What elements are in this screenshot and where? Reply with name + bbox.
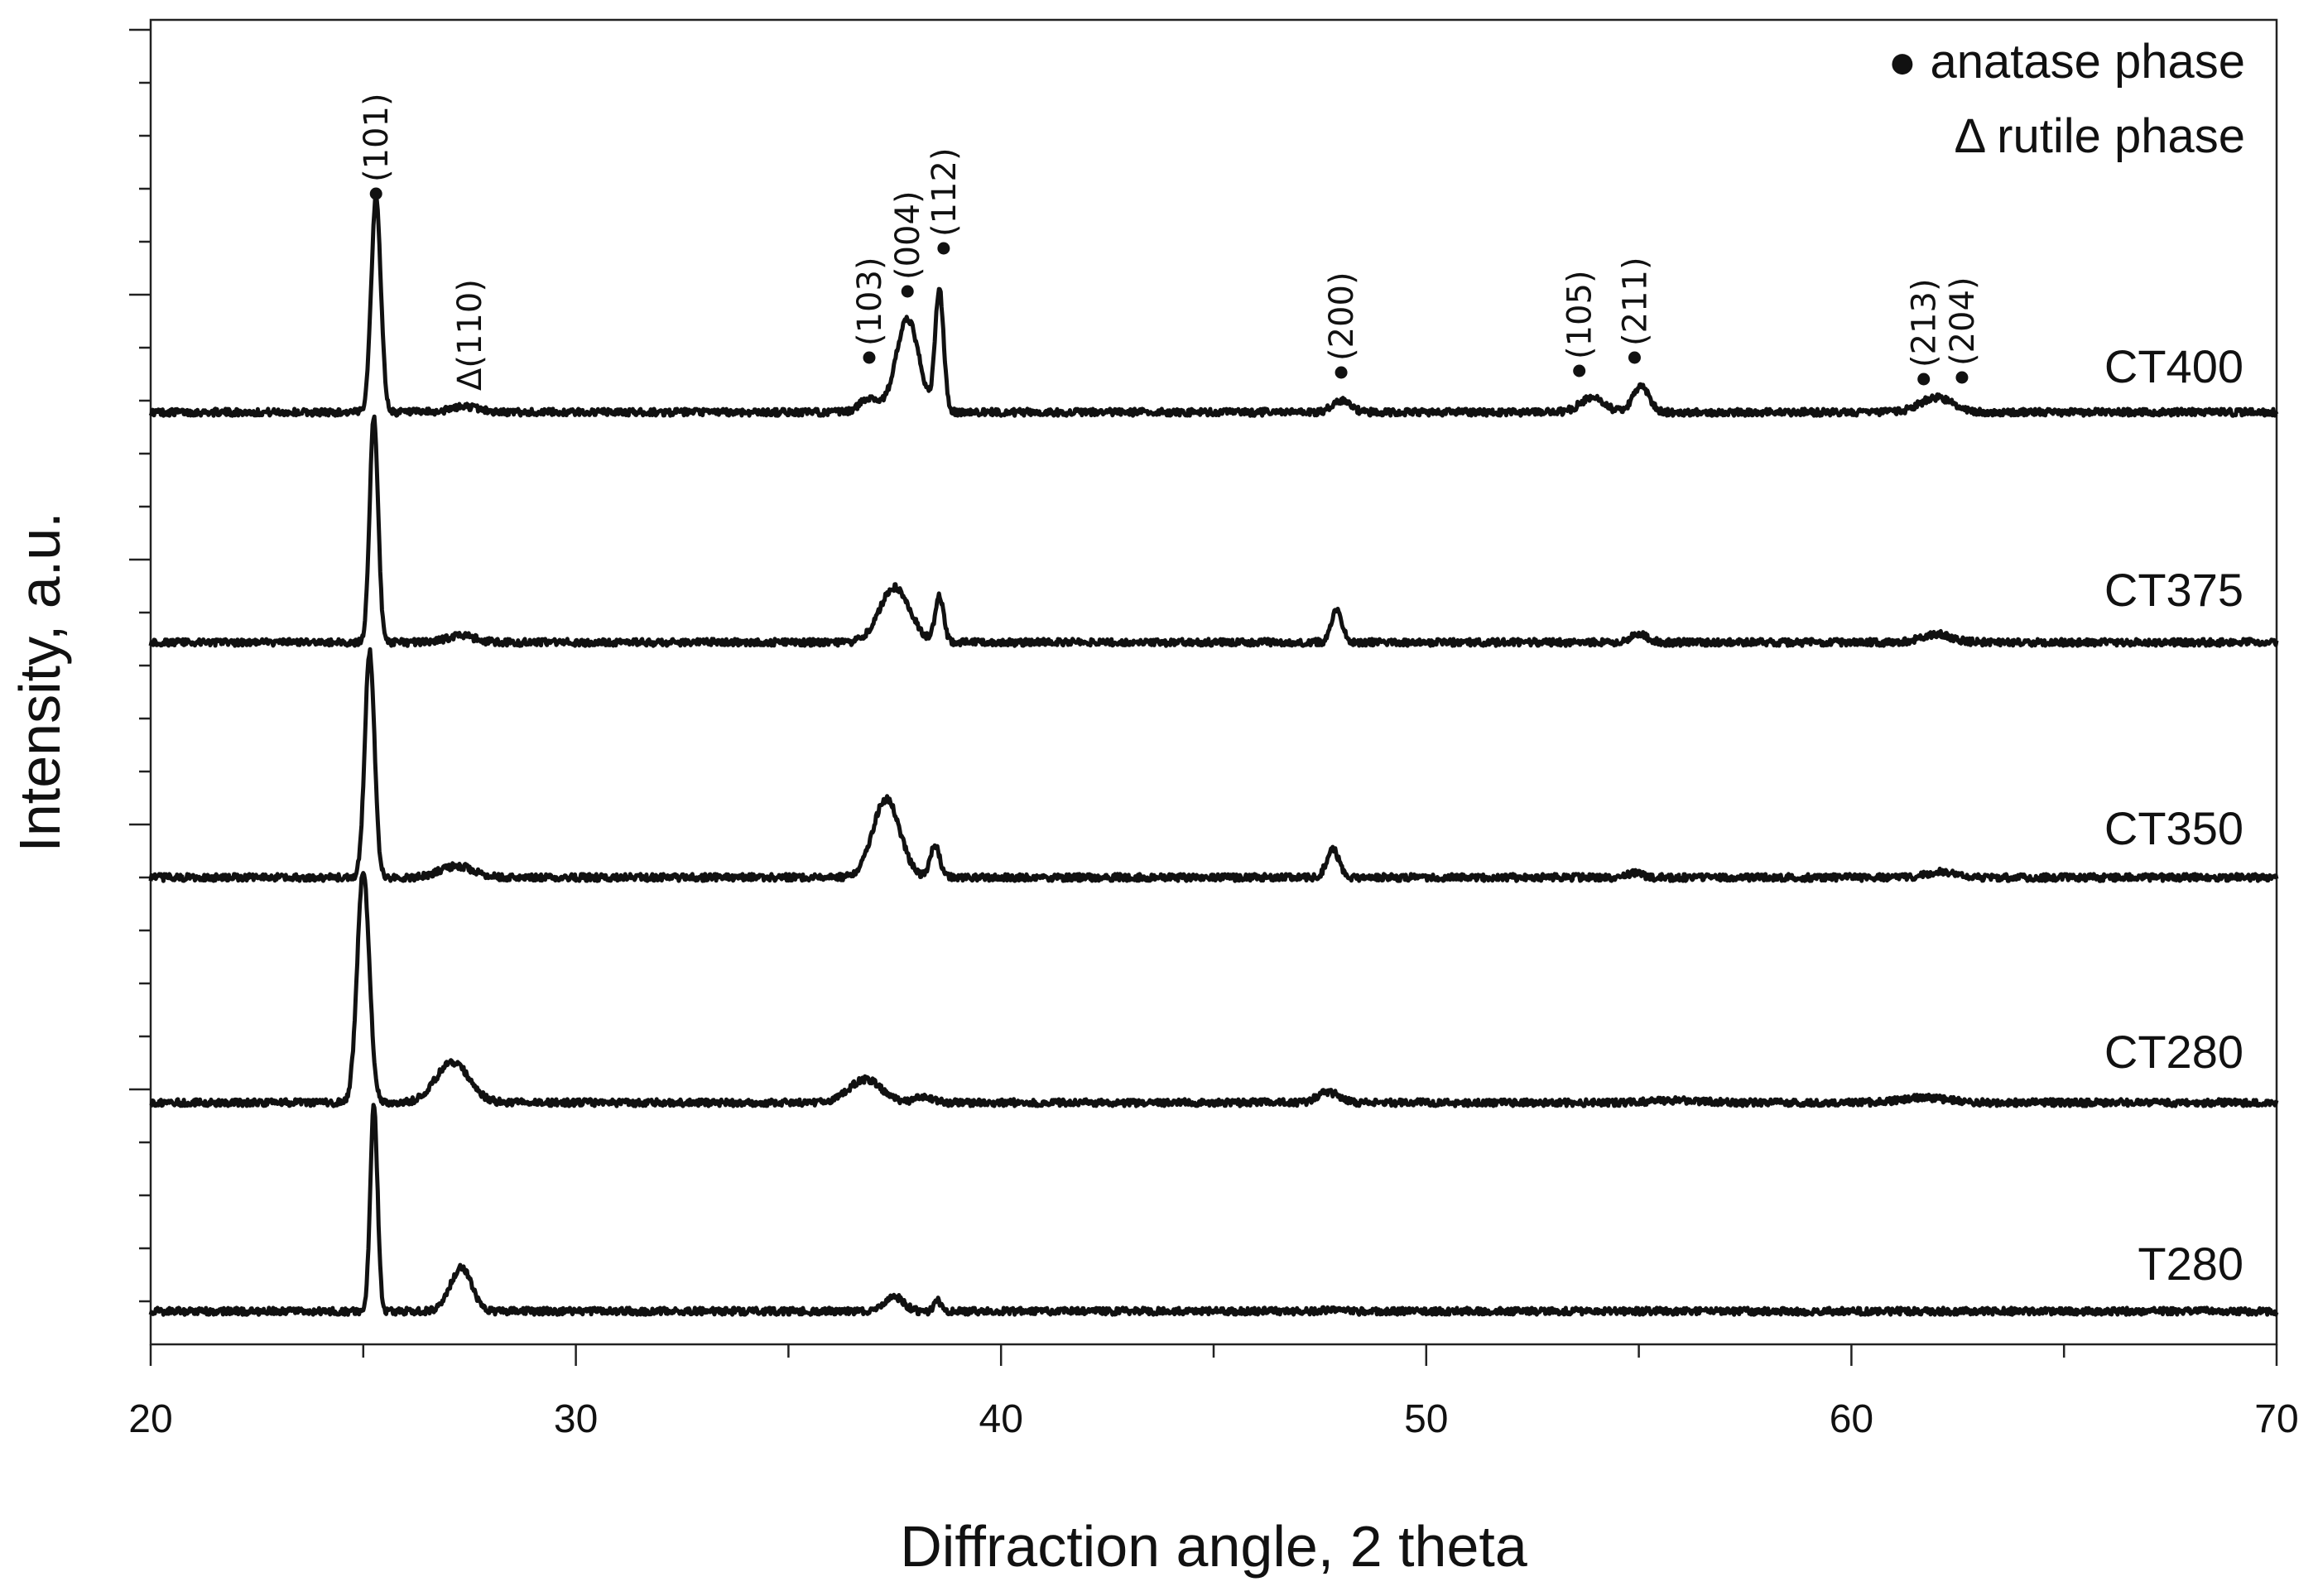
trace-ct350 bbox=[148, 647, 2279, 883]
series-label-ct375: CT375 bbox=[2104, 564, 2243, 616]
x-tick-label-40: 40 bbox=[979, 1397, 1023, 1441]
peak-label-112: (112) bbox=[926, 147, 964, 237]
x-axis-title: Diffraction angle, 2 theta bbox=[900, 1514, 1527, 1579]
legend-anatase: ● anatase phase bbox=[1888, 35, 2245, 89]
series-traces bbox=[148, 194, 2279, 1317]
anatase-marker-004 bbox=[901, 285, 914, 298]
series-label-ct280: CT280 bbox=[2104, 1026, 2243, 1078]
trace-ct400 bbox=[148, 194, 2279, 418]
peak-label-211: (211) bbox=[1616, 257, 1654, 346]
x-tick-label-30: 30 bbox=[554, 1397, 598, 1441]
peak-label-110: Δ(110) bbox=[451, 279, 489, 391]
peak-label-004: (004) bbox=[889, 190, 927, 280]
y-axis-title: Intensity, a.u. bbox=[7, 512, 72, 852]
y-axis-ticks bbox=[129, 28, 151, 1303]
legend-rutile: Δ rutile phase bbox=[1954, 109, 2245, 163]
peak-label-200: (200) bbox=[1323, 272, 1361, 361]
anatase-marker-211 bbox=[1628, 351, 1641, 364]
anatase-marker-105 bbox=[1573, 364, 1586, 377]
series-label-ct400: CT400 bbox=[2104, 340, 2243, 392]
anatase-marker-204 bbox=[1955, 371, 1969, 384]
x-tick-label-70: 70 bbox=[2254, 1397, 2298, 1441]
trace-t280 bbox=[148, 1103, 2279, 1317]
x-tick-label-60: 60 bbox=[1830, 1397, 1873, 1441]
x-tick-label-20: 20 bbox=[128, 1397, 172, 1441]
anatase-marker-101 bbox=[369, 187, 382, 200]
peak-annotations: (101) Δ(110) (103)(004)(112) (200) (105) (211… bbox=[358, 93, 1982, 391]
series-labels: CT400 CT375 CT350 CT280 T280 bbox=[2104, 340, 2243, 1290]
series-label-t280: T280 bbox=[2138, 1238, 2243, 1290]
anatase-marker-103 bbox=[863, 351, 876, 364]
x-axis-ticks: 20 30 40 50 60 70 bbox=[128, 1344, 2299, 1441]
series-label-ct350: CT350 bbox=[2104, 802, 2243, 854]
x-tick-label-50: 50 bbox=[1404, 1397, 1448, 1441]
peak-label-103: (103) bbox=[851, 257, 889, 346]
trace-ct375 bbox=[148, 414, 2279, 648]
peak-label-213: (213) bbox=[1906, 278, 1944, 368]
anatase-marker-213 bbox=[1917, 373, 1931, 386]
plot-frame bbox=[149, 18, 2278, 1346]
anatase-marker-112 bbox=[937, 242, 950, 255]
legend: ● anatase phase Δ rutile phase bbox=[1888, 35, 2245, 163]
peak-label-204: (204) bbox=[1944, 276, 1982, 366]
peak-label-101: (101) bbox=[358, 93, 396, 182]
trace-ct280 bbox=[149, 871, 2279, 1108]
anatase-marker-200 bbox=[1335, 366, 1348, 379]
peak-label-105: (105) bbox=[1561, 270, 1599, 359]
